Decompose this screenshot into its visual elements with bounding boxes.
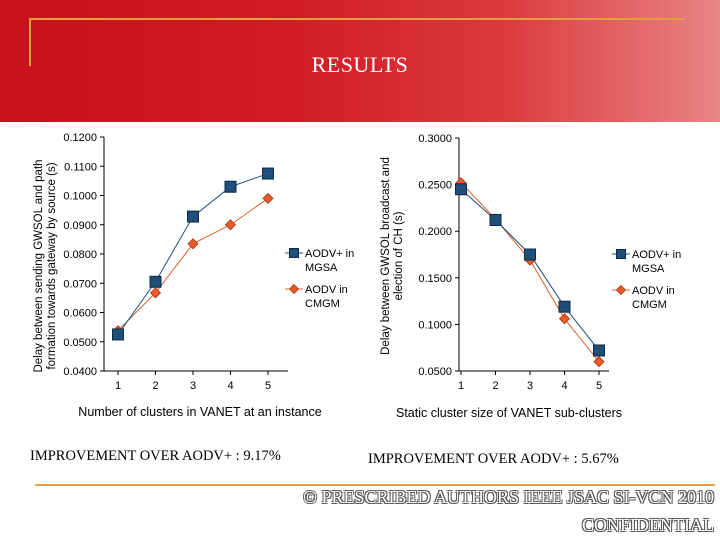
chart-cluster-size: 0.0500 0.1000 0.1500 0.2000 0.2500 0.3000 1 2 3 4…: [365, 122, 720, 432]
y-axis-label-line2: election of CH (s): [393, 211, 405, 300]
legend-label-line1: AODV+ in: [632, 249, 681, 261]
legend-label-line1: AODV in: [305, 284, 348, 296]
x-tick-label: 3: [190, 380, 196, 392]
legend-label-line2: MGSA: [305, 262, 338, 274]
y-tick-label: 0.0500: [63, 337, 97, 349]
title-banner: [0, 0, 720, 122]
chart-cluster-count: 0.0400 0.0500 0.0600 0.0700 0.0800 0.0900 0.10…: [0, 122, 365, 432]
y-tick-label: 0.2500: [418, 180, 452, 192]
y-axis-label-line1: Delay between sending GWSOL and path: [33, 159, 45, 372]
improvement-caption-right: IMPROVEMENT OVER AODV+ : 5.67%: [368, 451, 619, 467]
data-point-diamond: [593, 356, 605, 368]
legend-label-line1: AODV in: [632, 285, 675, 297]
data-point-square: [593, 344, 605, 357]
series-line-aodv-plus-mgsa: [117, 173, 269, 335]
x-tick-label: 1: [458, 380, 464, 392]
chart-cluster-count-svg: 0.0400 0.0500 0.0600 0.0700 0.0800 0.0900 0.10…: [33, 132, 354, 419]
y-tick-label: 0.0800: [63, 249, 97, 261]
banner-rule-left: [29, 18, 31, 66]
legend-marker-square: [616, 249, 626, 259]
data-point-square: [524, 248, 536, 261]
x-axis-label: Static cluster size of VANET sub-cluster…: [396, 406, 622, 420]
data-point-square: [187, 210, 199, 223]
legend-marker-diamond: [288, 283, 300, 295]
x-tick-label: 5: [596, 380, 602, 392]
data-point-diamond: [149, 287, 162, 299]
y-tick-label: 0.1500: [418, 273, 452, 285]
data-point-square: [455, 183, 467, 196]
x-axis-label: Number of clusters in VANET at an instan…: [78, 405, 321, 419]
data-point-diamond: [187, 238, 199, 250]
y-tick-label: 0.0500: [418, 366, 452, 378]
x-tick-label: 3: [527, 380, 533, 392]
footer-copyright: © PRESCRIBED AUTHORS IEEE JSAC SI-VCN 20…: [303, 487, 714, 507]
legend-marker-square: [289, 248, 299, 258]
y-tick-label: 0.0700: [63, 278, 97, 290]
y-tick-label: 0.0400: [63, 366, 97, 378]
data-point-square: [112, 328, 124, 341]
y-axis-label-line2: formation towards gateway by source (s): [46, 162, 58, 369]
y-axis-label: Delay between sending GWSOL and path form…: [33, 159, 58, 372]
x-tick-label: 2: [492, 380, 498, 392]
y-tick-label: 0.0900: [63, 220, 97, 232]
chart-cluster-size-svg: 0.0500 0.1000 0.1500 0.2000 0.2500 0.3000 1 2 3 4…: [380, 133, 681, 420]
data-point-square: [149, 275, 162, 288]
data-point-diamond: [262, 192, 274, 204]
legend-marker-diamond: [615, 284, 627, 296]
improvement-caption-left: IMPROVEMENT OVER AODV+ : 9.17%: [30, 448, 281, 464]
y-axis-label: Delay between GWSOL broadcast and electio…: [380, 157, 405, 355]
series-line-aodv-cmgm: [460, 182, 600, 362]
legend-label-line1: AODV+ in: [305, 248, 354, 260]
data-point-square: [489, 214, 502, 227]
data-point-square: [224, 180, 237, 193]
x-tick-label: 2: [152, 380, 158, 392]
legend-label-line2: CMGM: [305, 298, 340, 310]
data-point-diamond: [224, 219, 237, 231]
y-tick-label: 0.1100: [64, 161, 97, 173]
data-point-diamond: [558, 313, 571, 325]
data-point-square: [558, 300, 571, 313]
y-tick-label: 0.1000: [418, 319, 452, 331]
x-tick-label: 1: [115, 380, 121, 392]
x-tick-label: 5: [265, 380, 271, 392]
slide-title: RESULTS: [311, 52, 409, 77]
footer-rule: [35, 484, 715, 486]
banner-rule-top: [30, 18, 685, 20]
legend-label-line2: CMGM: [632, 299, 667, 311]
legend-label-line2: MGSA: [632, 263, 665, 275]
y-tick-label: 0.0600: [63, 308, 97, 320]
y-tick-label: 0.3000: [418, 133, 452, 145]
x-tick-label: 4: [561, 380, 567, 392]
series-line-aodv-plus-mgsa: [460, 188, 600, 351]
y-tick-label: 0.1000: [63, 191, 97, 203]
y-tick-label: 0.1200: [63, 132, 97, 144]
data-point-square: [262, 167, 274, 180]
footer-confidential: CONFIDENTIAL: [582, 515, 714, 535]
y-axis-label-line1: Delay between GWSOL broadcast and: [380, 157, 392, 355]
x-tick-label: 4: [227, 380, 233, 392]
y-tick-label: 0.2000: [418, 226, 452, 238]
